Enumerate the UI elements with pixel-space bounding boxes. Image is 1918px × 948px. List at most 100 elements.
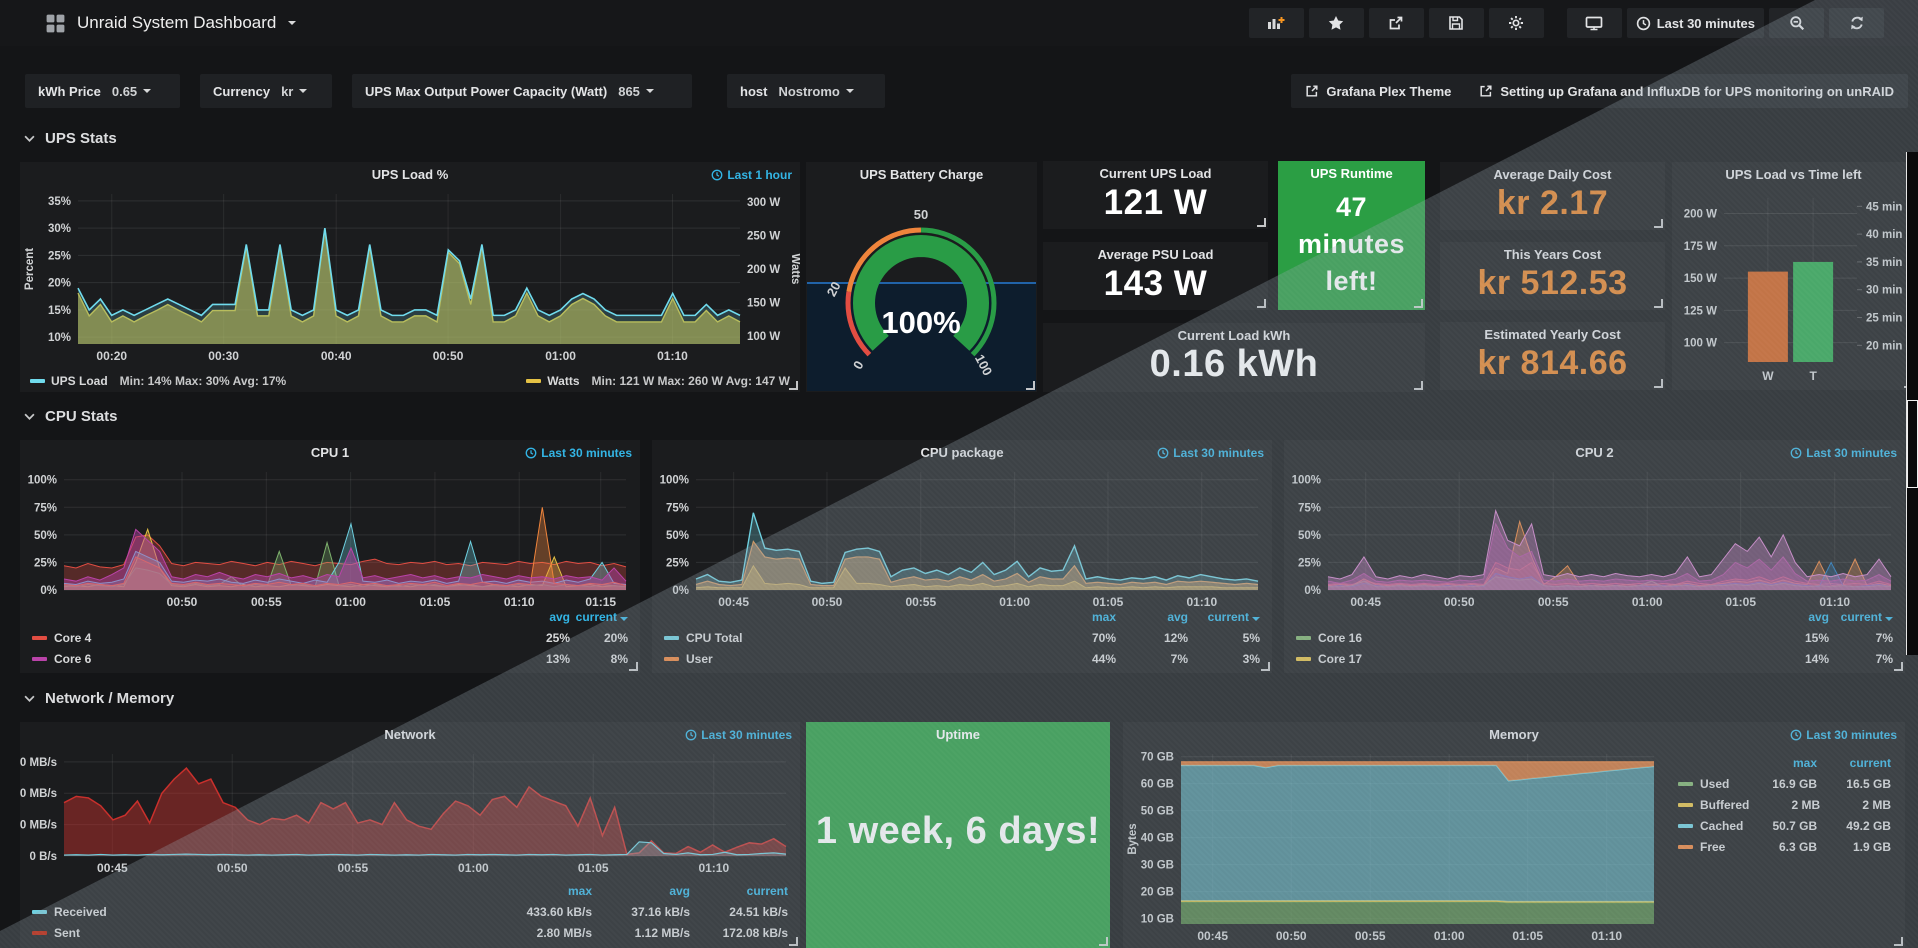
dashboard-link[interactable]: Grafana Plex Theme [1291, 74, 1465, 108]
legend-row: Core 6 13% 8% [32, 648, 628, 669]
variable-value-dropdown[interactable]: Nostromo [778, 84, 854, 99]
panel-title[interactable]: UPS Battery Charge [859, 167, 984, 182]
load-vs-time-bars-chart[interactable]: 100 W 125 W 150 W 175 W 200 W 20 min 25 min 30 … [1672, 188, 1915, 386]
panel-title[interactable]: Average PSU Load [1097, 247, 1214, 262]
time-range-picker[interactable]: Last 30 minutes [1626, 8, 1764, 38]
resize-handle[interactable] [1894, 937, 1903, 946]
panel-title[interactable]: Current UPS Load [1099, 166, 1212, 181]
panel-time-range[interactable]: Last 30 minutes [525, 446, 632, 460]
dashboard-settings-button[interactable] [1488, 8, 1544, 38]
legend-sort-current[interactable]: current [746, 883, 788, 898]
legend-series-toggle[interactable]: CPU Total [664, 631, 1044, 645]
panel-time-range[interactable]: Last 1 hour [711, 168, 792, 182]
resize-handle[interactable] [1414, 381, 1423, 390]
legend-series-toggle[interactable]: Free [1678, 840, 1743, 854]
resize-handle[interactable] [1261, 662, 1270, 671]
dashboard-title-menu[interactable]: Unraid System Dashboard [46, 13, 297, 33]
resize-handle[interactable] [789, 937, 798, 946]
legend-sort-current[interactable]: current [1849, 755, 1891, 770]
legend-sort-current[interactable]: current [570, 610, 628, 624]
legend-sort-max[interactable]: max [1091, 609, 1116, 624]
variable-kwh-price[interactable]: kWh Price 0.65 [25, 74, 180, 108]
variable-value-dropdown[interactable]: 0.65 [112, 84, 152, 99]
zoom-out-time-button[interactable] [1769, 8, 1824, 38]
section-cpu-stats[interactable]: CPU Stats [24, 408, 118, 425]
variable-currency[interactable]: Currency kr [200, 74, 332, 108]
legend-series-toggle[interactable]: UPS Load Min: 14% Max: 30% Avg: 17% [30, 374, 286, 388]
star-dashboard-button[interactable] [1308, 8, 1364, 38]
resize-handle[interactable] [789, 381, 798, 390]
resize-handle[interactable] [1257, 299, 1266, 308]
legend-sort-current[interactable]: current [1829, 610, 1893, 624]
resize-handle[interactable] [1414, 299, 1423, 308]
cpu1-chart[interactable]: 00:50 00:55 01:00 01:05 01:10 01:15 0% 25% 50% 75… [20, 464, 640, 612]
panel-title[interactable]: Current Load kWh [1177, 328, 1291, 343]
legend-series-toggle[interactable]: Buffered [1678, 798, 1749, 812]
panel-title[interactable]: Estimated Yearly Cost [1484, 327, 1621, 342]
cycle-view-mode-button[interactable] [1566, 8, 1622, 38]
legend-series-toggle[interactable]: Core 16 [1296, 631, 1765, 645]
network-chart[interactable]: 00:45 00:50 00:55 01:00 01:05 01:10 0 B/s 1.0 M… [20, 746, 800, 878]
panel-title[interactable]: Uptime [935, 727, 981, 742]
panel-title[interactable]: UPS Load % [371, 167, 449, 182]
legend-series-toggle[interactable]: Received [32, 905, 494, 919]
variable-value-dropdown[interactable]: 865 [618, 84, 654, 99]
panel-title[interactable]: CPU package [920, 445, 1004, 460]
memory-chart[interactable]: 00:45 00:50 00:55 01:00 01:05 01:10 10 GB 20 GB… [1123, 746, 1668, 946]
legend-series-toggle[interactable]: Core 6 [32, 652, 512, 666]
legend-sort-avg[interactable]: avg [669, 883, 690, 898]
resize-handle[interactable] [1257, 218, 1266, 227]
legend-series-toggle[interactable]: Cached [1678, 819, 1743, 833]
battery-charge-gauge[interactable]: 0 20 50 100 100% [816, 200, 1026, 375]
legend-series-toggle[interactable]: User [664, 652, 1044, 666]
legend-sort-avg[interactable]: avg [1167, 609, 1188, 624]
panel-title[interactable]: CPU 2 [1575, 445, 1614, 460]
resize-handle[interactable] [1654, 219, 1663, 228]
legend-series-toggle[interactable]: Sent [32, 926, 494, 940]
variable-value-dropdown[interactable]: kr [281, 84, 308, 99]
legend-sort-avg[interactable]: avg [549, 609, 570, 624]
panel-time-range[interactable]: Last 30 minutes [1790, 728, 1897, 742]
legend-series-toggle[interactable]: Core 4 [32, 631, 512, 645]
section-network-memory[interactable]: Network / Memory [24, 690, 174, 707]
resize-handle[interactable] [1026, 381, 1035, 390]
panel-title[interactable]: UPS Load vs Time left [1725, 167, 1862, 182]
panel-title[interactable]: Average Daily Cost [1493, 167, 1612, 182]
resize-handle[interactable] [1894, 662, 1903, 671]
panel-time-range[interactable]: Last 30 minutes [1790, 446, 1897, 460]
panel-time-range[interactable]: Last 30 minutes [1157, 446, 1264, 460]
scrollbar-track[interactable] [1906, 152, 1918, 655]
panel-title[interactable]: Network [384, 727, 436, 742]
add-panel-button[interactable] [1248, 8, 1304, 38]
panel-time-range[interactable]: Last 30 minutes [685, 728, 792, 742]
legend-series-toggle[interactable]: Watts Min: 121 W Max: 260 W Avg: 147 W [526, 374, 790, 388]
legend-sort-avg[interactable]: avg [1808, 609, 1829, 624]
cpu2-chart[interactable]: 00:45 00:50 00:55 01:00 01:05 01:10 0% 25% 50% 75… [1284, 464, 1905, 612]
panel-title[interactable]: UPS Runtime [1310, 166, 1393, 181]
resize-handle[interactable] [629, 662, 638, 671]
legend-sort-current[interactable]: current [1188, 610, 1260, 624]
scrollbar-thumb[interactable] [1907, 400, 1918, 488]
variable-ups-max-output-power-capacity-watt[interactable]: UPS Max Output Power Capacity (Watt) 865 [352, 74, 692, 108]
dashboard-link[interactable]: Setting up Grafana and InfluxDB for UPS … [1465, 74, 1908, 108]
refresh-button[interactable] [1829, 8, 1884, 38]
legend-sort-max[interactable]: max [1792, 755, 1817, 770]
save-dashboard-button[interactable] [1428, 8, 1484, 38]
variable-host[interactable]: host Nostromo [727, 74, 885, 108]
legend-series-toggle[interactable]: Used [1678, 777, 1743, 791]
svg-text:25%: 25% [48, 250, 71, 262]
resize-handle[interactable] [1099, 937, 1108, 946]
cpu-package-chart[interactable]: 00:45 00:50 00:55 01:00 01:05 01:10 0% 25% 50% 75… [652, 464, 1272, 612]
section-ups-stats[interactable]: UPS Stats [24, 130, 117, 147]
ups-load-chart[interactable]: 00:20 00:30 00:40 00:50 01:00 01:10 10% 15% 20% 2… [20, 186, 800, 366]
panel-title[interactable]: This Years Cost [1503, 247, 1602, 262]
resize-handle[interactable] [1654, 299, 1663, 308]
share-dashboard-button[interactable] [1368, 8, 1424, 38]
series-color-swatch-icon [1678, 823, 1693, 828]
legend-sort-max[interactable]: max [567, 883, 592, 898]
panel-title[interactable]: Memory [1489, 727, 1539, 742]
legend-series-toggle[interactable]: Core 17 [1296, 652, 1765, 666]
svg-text:01:10: 01:10 [1591, 929, 1622, 943]
panel-title[interactable]: CPU 1 [310, 445, 350, 460]
resize-handle[interactable] [1654, 379, 1663, 388]
